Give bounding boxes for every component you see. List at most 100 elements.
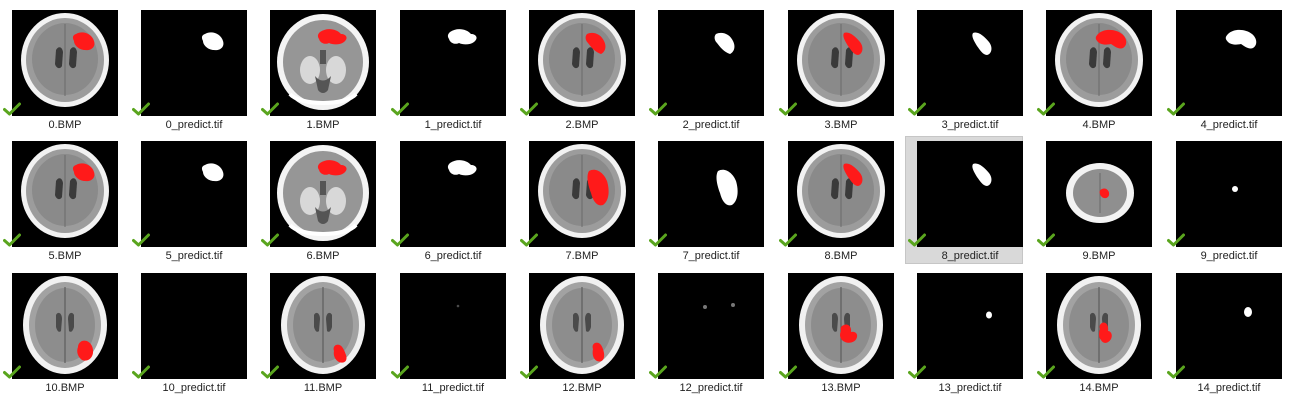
ct-scan-file-tile[interactable]: 3.BMP <box>776 5 894 133</box>
checkmark-icon <box>1167 365 1185 379</box>
predict-mask-file-tile[interactable]: 6_predict.tif <box>388 136 506 264</box>
ct-scan-thumbnail <box>788 141 894 247</box>
ct-scan-file-tile[interactable]: 0.BMP <box>0 5 118 133</box>
checkmark-icon <box>1037 233 1055 247</box>
file-name-label: 6.BMP <box>259 250 387 262</box>
mask-thumbnail <box>658 141 764 247</box>
mask-thumbnail <box>1176 141 1282 247</box>
checkmark-icon <box>1167 102 1185 116</box>
predict-mask-file-tile[interactable]: 1_predict.tif <box>388 5 506 133</box>
ct-scan-thumbnail <box>529 273 635 379</box>
file-name-label: 5_predict.tif <box>130 250 258 262</box>
ct-scan-thumbnail <box>270 141 376 247</box>
predict-mask-file-tile[interactable]: 8_predict.tif <box>905 136 1023 264</box>
ct-scan-file-tile[interactable]: 13.BMP <box>776 268 894 396</box>
checkmark-icon <box>779 365 797 379</box>
ct-scan-file-tile[interactable]: 1.BMP <box>258 5 376 133</box>
checkmark-icon <box>779 102 797 116</box>
checkmark-icon <box>520 102 538 116</box>
ct-scan-file-tile[interactable]: 6.BMP <box>258 136 376 264</box>
file-name-label: 2_predict.tif <box>647 119 775 131</box>
predict-mask-file-tile[interactable]: 4_predict.tif <box>1164 5 1282 133</box>
mask-thumbnail <box>917 141 1023 247</box>
ct-scan-thumbnail <box>1046 10 1152 116</box>
ct-scan-file-tile[interactable]: 8.BMP <box>776 136 894 264</box>
checkmark-icon <box>391 233 409 247</box>
file-name-label: 12_predict.tif <box>647 382 775 394</box>
checkmark-icon <box>3 365 21 379</box>
file-name-label: 7_predict.tif <box>647 250 775 262</box>
file-name-label: 2.BMP <box>518 119 646 131</box>
mask-thumbnail <box>400 141 506 247</box>
predict-mask-file-tile[interactable]: 5_predict.tif <box>129 136 247 264</box>
file-name-label: 9.BMP <box>1035 250 1163 262</box>
ct-scan-file-tile[interactable]: 12.BMP <box>517 268 635 396</box>
predict-mask-file-tile[interactable]: 14_predict.tif <box>1164 268 1282 396</box>
checkmark-icon <box>520 365 538 379</box>
mask-thumbnail <box>141 273 247 379</box>
file-name-label: 1.BMP <box>259 119 387 131</box>
ct-scan-thumbnail <box>12 273 118 379</box>
ct-scan-file-tile[interactable]: 10.BMP <box>0 268 118 396</box>
ct-scan-thumbnail <box>529 141 635 247</box>
ct-scan-thumbnail <box>529 10 635 116</box>
ct-scan-thumbnail <box>12 10 118 116</box>
file-name-label: 13.BMP <box>777 382 905 394</box>
predict-mask-file-tile[interactable]: 10_predict.tif <box>129 268 247 396</box>
file-name-label: 11_predict.tif <box>389 382 517 394</box>
ct-scan-thumbnail <box>270 10 376 116</box>
file-name-label: 14_predict.tif <box>1165 382 1291 394</box>
file-name-label: 0.BMP <box>1 119 129 131</box>
checkmark-icon <box>391 102 409 116</box>
checkmark-icon <box>1037 102 1055 116</box>
predict-mask-file-tile[interactable]: 11_predict.tif <box>388 268 506 396</box>
predict-mask-file-tile[interactable]: 3_predict.tif <box>905 5 1023 133</box>
ct-scan-file-tile[interactable]: 9.BMP <box>1034 136 1152 264</box>
predict-mask-file-tile[interactable]: 2_predict.tif <box>646 5 764 133</box>
ct-scan-thumbnail <box>788 273 894 379</box>
file-name-label: 8.BMP <box>777 250 905 262</box>
checkmark-icon <box>649 365 667 379</box>
mask-thumbnail <box>917 273 1023 379</box>
file-name-label: 12.BMP <box>518 382 646 394</box>
predict-mask-file-tile[interactable]: 0_predict.tif <box>129 5 247 133</box>
checkmark-icon <box>391 365 409 379</box>
ct-scan-file-tile[interactable]: 4.BMP <box>1034 5 1152 133</box>
ct-scan-thumbnail <box>270 273 376 379</box>
ct-scan-file-tile[interactable]: 2.BMP <box>517 5 635 133</box>
ct-scan-file-tile[interactable]: 7.BMP <box>517 136 635 264</box>
checkmark-icon <box>1037 365 1055 379</box>
checkmark-icon <box>3 233 21 247</box>
ct-scan-file-tile[interactable]: 14.BMP <box>1034 268 1152 396</box>
file-name-label: 6_predict.tif <box>389 250 517 262</box>
checkmark-icon <box>908 365 926 379</box>
mask-thumbnail <box>658 10 764 116</box>
file-name-label: 5.BMP <box>1 250 129 262</box>
mask-thumbnail <box>141 141 247 247</box>
mask-thumbnail <box>400 10 506 116</box>
checkmark-icon <box>132 365 150 379</box>
predict-mask-file-tile[interactable]: 9_predict.tif <box>1164 136 1282 264</box>
checkmark-icon <box>520 233 538 247</box>
predict-mask-file-tile[interactable]: 13_predict.tif <box>905 268 1023 396</box>
ct-scan-file-tile[interactable]: 11.BMP <box>258 268 376 396</box>
ct-scan-thumbnail <box>1046 141 1152 247</box>
checkmark-icon <box>649 102 667 116</box>
mask-thumbnail <box>1176 10 1282 116</box>
mask-thumbnail <box>141 10 247 116</box>
file-name-label: 1_predict.tif <box>389 119 517 131</box>
file-name-label: 3_predict.tif <box>906 119 1034 131</box>
checkmark-icon <box>3 102 21 116</box>
checkmark-icon <box>908 102 926 116</box>
checkmark-icon <box>649 233 667 247</box>
file-name-label: 4.BMP <box>1035 119 1163 131</box>
checkmark-icon <box>261 365 279 379</box>
predict-mask-file-tile[interactable]: 12_predict.tif <box>646 268 764 396</box>
mask-thumbnail <box>658 273 764 379</box>
file-name-label: 8_predict.tif <box>906 250 1034 262</box>
file-name-label: 10.BMP <box>1 382 129 394</box>
ct-scan-file-tile[interactable]: 5.BMP <box>0 136 118 264</box>
predict-mask-file-tile[interactable]: 7_predict.tif <box>646 136 764 264</box>
file-name-label: 7.BMP <box>518 250 646 262</box>
file-name-label: 10_predict.tif <box>130 382 258 394</box>
